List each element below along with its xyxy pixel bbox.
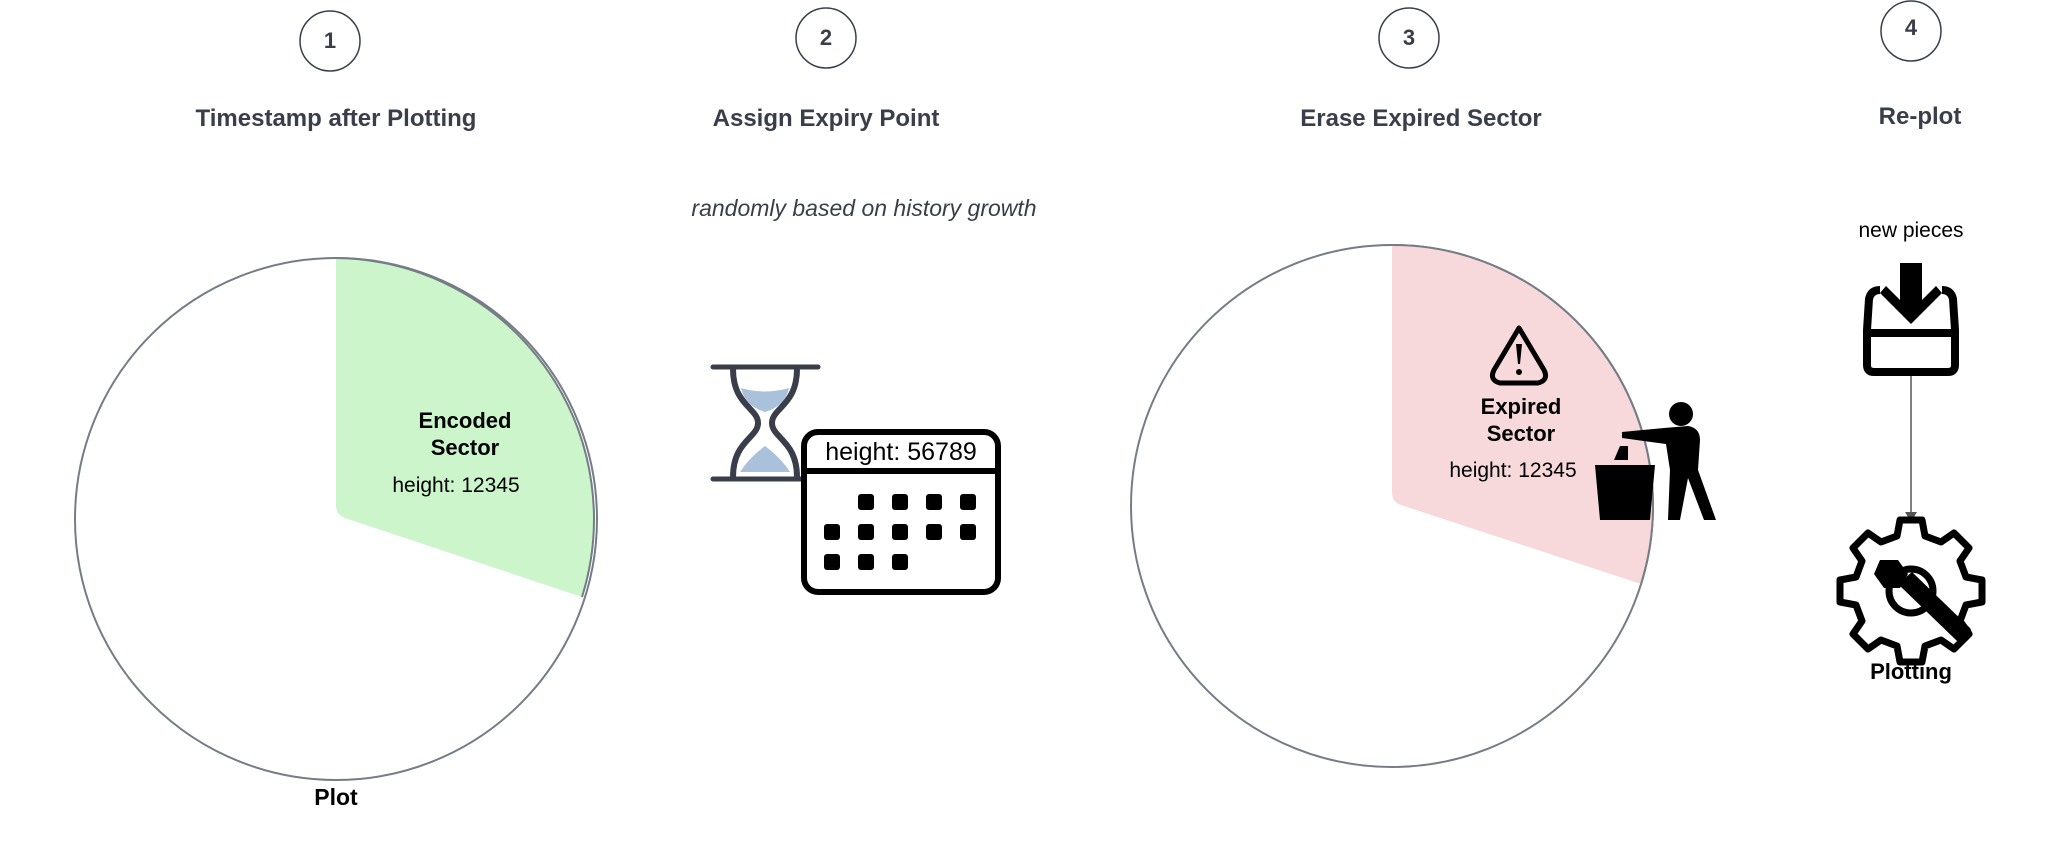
expired-sector-height: height: 12345 [1449,459,1576,482]
step-1-number: 1 [324,28,336,53]
step-1: 1 Timestamp after Plotting Encoded Secto… [74,10,598,810]
step-4: 4 Re-plot new pieces Plotting [1836,0,1986,684]
encoded-sector-label-line-1: Encoded [419,408,512,433]
expiry-height: height: 56789 [825,438,977,466]
step-2: 2 Assign Expiry Point randomly based on … [691,7,1037,595]
inbox-download-icon [1863,263,1959,376]
step-1-number-badge [299,10,361,72]
step-3-number-badge [1378,7,1440,69]
encoded-sector-label-line-2: Sector [431,435,500,460]
step-3-title: Erase Expired Sector [1300,105,1541,132]
encoded-sector-height: height: 12345 [392,474,519,497]
trash-person-icon [1595,402,1716,520]
hourglass-icon [710,364,821,482]
plot-circle-outline [335,257,595,598]
step-1-title: Timestamp after Plotting [196,105,477,132]
expired-sector-label-line-2: Sector [1487,421,1556,446]
plot-label: Plot [314,784,358,810]
step-3: 3 Erase Expired Sector Expired Sector he… [1130,7,1716,768]
step-2-title: Assign Expiry Point [713,105,940,132]
warning-icon [1490,325,1548,386]
calendar-icon [801,429,1001,595]
step-3-number: 3 [1403,25,1415,50]
step-2-number: 2 [820,25,832,50]
expired-sector-label-line-1: Expired [1481,394,1562,419]
step-2-number-badge [795,7,857,69]
gear-wrench-icon [1836,516,1986,666]
step-4-title: Re-plot [1879,103,1962,130]
plotting-label: Plotting [1870,659,1952,684]
expired-plot-circle-outline [1391,244,1654,585]
expired-sector [1392,245,1653,584]
encoded-sector [336,258,594,597]
step-2-subtitle: randomly based on history growth [691,195,1036,221]
step-4-number-badge [1880,0,1942,62]
new-pieces-label: new pieces [1858,219,1963,242]
step-4-number: 4 [1905,15,1918,40]
